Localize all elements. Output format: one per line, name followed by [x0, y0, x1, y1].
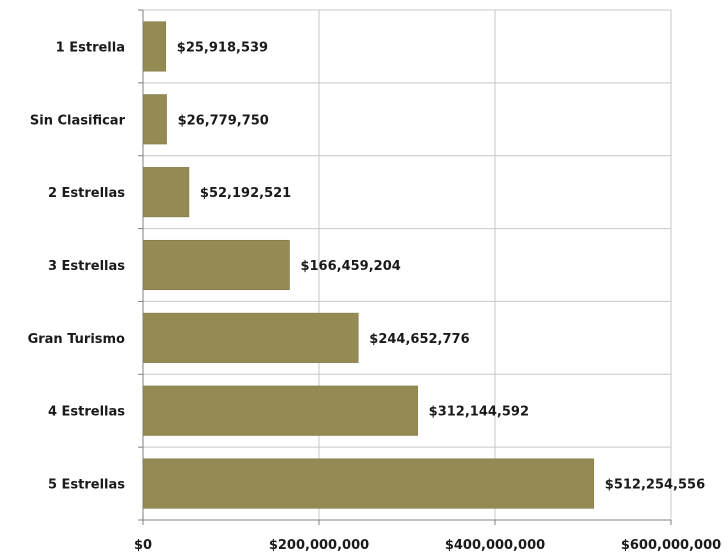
bar	[142, 385, 418, 436]
data-label: $244,652,776	[369, 332, 469, 347]
labels: $25,918,539 1 Estrella $26,779,750 Sin Clas…	[28, 40, 722, 553]
category-label: Sin Clasificar	[30, 113, 126, 128]
x-tick-label: $400,000,000	[445, 538, 545, 553]
category-label: 3 Estrellas	[48, 259, 125, 274]
data-label: $26,779,750	[178, 113, 269, 128]
category-label: 4 Estrellas	[48, 405, 125, 420]
bar	[142, 458, 595, 509]
data-label: $25,918,539	[177, 40, 268, 55]
category-label: 5 Estrellas	[48, 478, 125, 493]
data-label: $512,254,556	[605, 478, 705, 493]
category-label: 1 Estrella	[56, 40, 125, 55]
axes	[138, 9, 672, 525]
data-label: $166,459,204	[300, 259, 400, 274]
bar	[142, 167, 190, 218]
category-label: Gran Turismo	[28, 332, 125, 347]
data-label: $52,192,521	[200, 186, 291, 201]
x-tick-label: $600,000,000	[621, 538, 721, 553]
bars	[142, 21, 595, 509]
bar	[142, 312, 359, 363]
x-tick-label: $0	[134, 538, 152, 553]
bar	[142, 21, 167, 72]
category-label: 2 Estrellas	[48, 186, 125, 201]
data-label: $312,144,592	[429, 405, 529, 420]
bar	[142, 94, 167, 145]
x-tick-label: $200,000,000	[269, 538, 369, 553]
bar	[142, 239, 290, 291]
